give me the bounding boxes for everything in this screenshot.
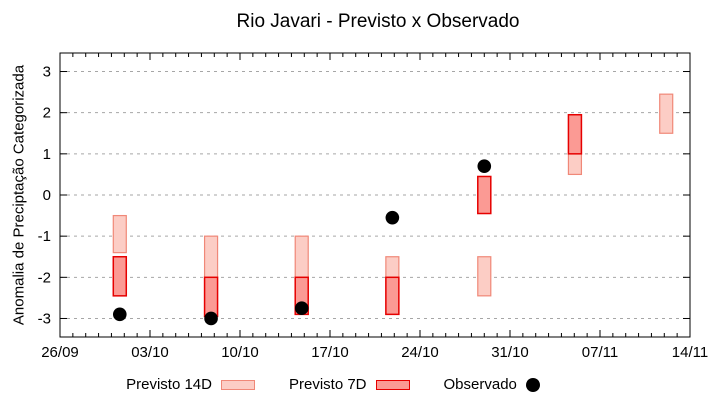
- x-tick-label: 10/10: [221, 344, 259, 361]
- legend-label-previsto-14d: Previsto 14D: [126, 376, 212, 393]
- observado-point: [112, 307, 127, 322]
- y-tick-label: 3: [43, 64, 51, 81]
- previsto-7d-bar: [203, 276, 219, 318]
- previsto-7d-bar: [112, 255, 128, 297]
- legend-label-previsto-7d: Previsto 7D: [288, 376, 367, 393]
- x-tick-label: 17/10: [311, 344, 349, 361]
- x-tick-label: 24/10: [401, 344, 439, 361]
- previsto-7d-bar: [477, 175, 492, 215]
- y-tick-label: 0: [43, 187, 51, 204]
- previsto-14d-bar: [385, 256, 400, 278]
- x-tick-label: 26/09: [41, 344, 79, 361]
- observado-point: [385, 210, 400, 225]
- previsto-14d-swatch: [220, 379, 255, 390]
- x-tick-label: 07/11: [582, 344, 618, 361]
- x-tick-label: 03/10: [131, 344, 169, 361]
- x-tick-label: 31/10: [491, 344, 529, 361]
- legend-item-previsto-7d: Previsto 7D: [289, 376, 410, 393]
- legend-label-observado: Observado: [443, 376, 517, 393]
- y-tick-label: 1: [43, 146, 51, 163]
- previsto-14d-bar: [659, 93, 674, 134]
- legend-item-previsto-14d: Previsto 14D: [126, 376, 255, 393]
- previsto-14d-bar: [477, 256, 492, 297]
- observado-point: [294, 301, 309, 315]
- y-tick-label: -2: [38, 269, 51, 286]
- y-tick-label: 2: [43, 105, 51, 122]
- previsto-14d-bar: [294, 235, 309, 278]
- legend: Previsto 14D Previsto 7D Observado: [0, 376, 693, 393]
- observado-swatch: [525, 377, 540, 392]
- observado-point: [204, 311, 218, 326]
- previsto-7d-bar: [385, 276, 400, 316]
- y-tick-label: -3: [38, 310, 51, 327]
- previsto-7d-bar: [567, 113, 583, 155]
- y-tick-label: -1: [38, 228, 51, 245]
- legend-item-observado: Observado: [444, 376, 540, 393]
- previsto-14d-bar: [567, 153, 583, 176]
- previsto-14d-bar: [203, 235, 219, 278]
- chart-title: Rio Javari - Previsto x Observado: [236, 11, 520, 32]
- x-tick-label: 14/11: [672, 344, 708, 361]
- previsto-14d-bar: [112, 214, 127, 254]
- observado-point: [477, 159, 492, 173]
- previsto-7d-swatch: [375, 379, 410, 390]
